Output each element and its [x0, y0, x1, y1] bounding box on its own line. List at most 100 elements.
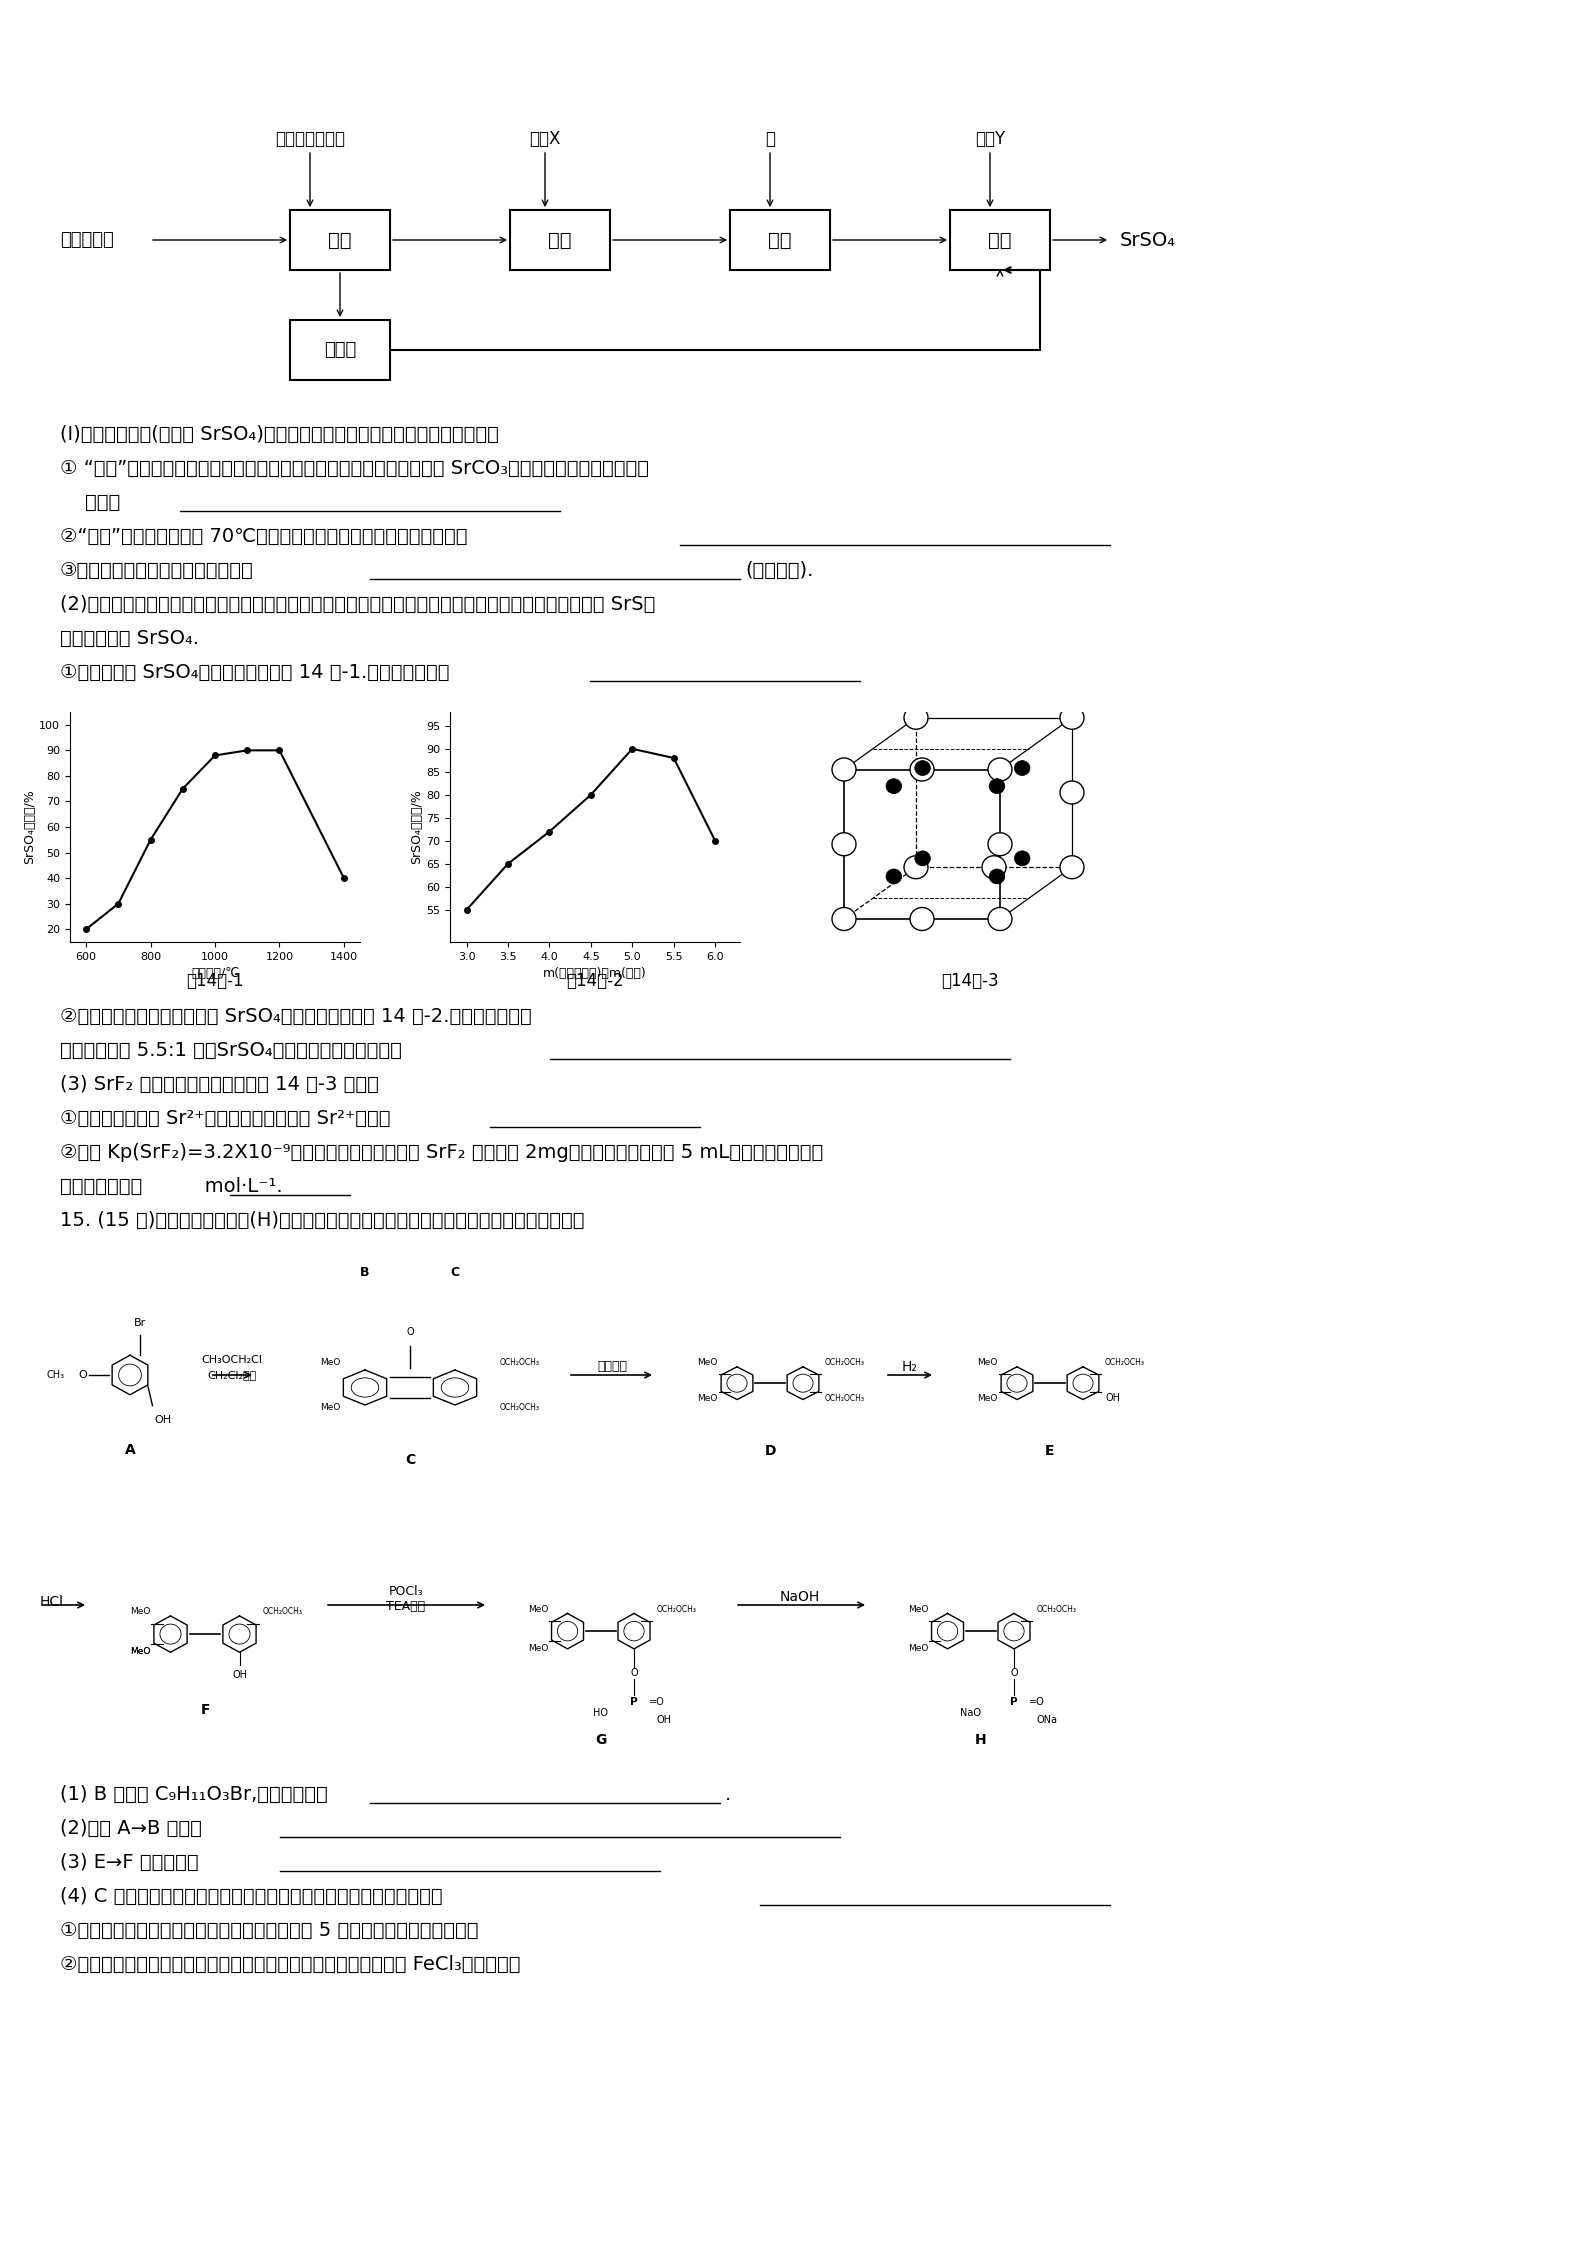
- Circle shape: [832, 759, 855, 781]
- Text: 15. (15 分)康普瑞汀磷酸二鐲(H)可减少肿瘤血流量并引起肿瘤坏死，其人工合成路线如下：: 15. (15 分)康普瑞汀磷酸二鐲(H)可减少肿瘤血流量并引起肿瘤坏死，其人工…: [60, 1210, 584, 1230]
- Circle shape: [989, 759, 1013, 781]
- Circle shape: [1014, 761, 1030, 775]
- Text: OCH₂OCH₃: OCH₂OCH₃: [500, 1403, 540, 1412]
- Text: Br: Br: [133, 1318, 146, 1329]
- Text: MeO: MeO: [908, 1605, 928, 1614]
- Text: (2)设计 A→B 目的是: (2)设计 A→B 目的是: [60, 1818, 202, 1839]
- Text: 题14图-1: 题14图-1: [186, 972, 244, 990]
- Text: H₂: H₂: [901, 1360, 917, 1374]
- Text: 程式：: 程式：: [60, 494, 121, 512]
- Bar: [509, 211, 609, 269]
- Text: 浸取: 浸取: [768, 231, 792, 249]
- Text: MeO: MeO: [978, 1394, 998, 1403]
- Text: OCH₂OCH₃: OCH₂OCH₃: [1105, 1358, 1144, 1367]
- Text: OCH₂OCH₃: OCH₂OCH₃: [825, 1358, 865, 1367]
- Text: 题14图-3: 题14图-3: [941, 972, 998, 990]
- Text: OH: OH: [232, 1670, 248, 1682]
- Text: MeO: MeO: [321, 1403, 340, 1412]
- Text: ①分子中苯环上只有两个取代基，且分子中含有 5 种不同化学环境的氢原子。: ①分子中苯环上只有两个取代基，且分子中含有 5 种不同化学环境的氢原子。: [60, 1922, 479, 1940]
- Text: 粉质量比大于 5.5:1 后，SrSO₄转化率下降的可能原因是: 粉质量比大于 5.5:1 后，SrSO₄转化率下降的可能原因是: [60, 1042, 402, 1060]
- Text: ②已知 Kp(SrF₂)=3.2X10⁻⁹，若一次刷牙所用牙膏含 SrF₂ 的质量为 2mg，口腔中溶液体积为 5 mL，刷牙时口腔溶液: ②已知 Kp(SrF₂)=3.2X10⁻⁹，若一次刷牙所用牙膏含 SrF₂ 的质…: [60, 1143, 824, 1163]
- Circle shape: [989, 779, 1005, 795]
- Text: 中氟离子浓度为          mol·L⁻¹.: 中氟离子浓度为 mol·L⁻¹.: [60, 1176, 282, 1197]
- Text: 气体X: 气体X: [530, 130, 560, 148]
- Text: 气体Y: 气体Y: [974, 130, 1005, 148]
- Y-axis label: SrSO₄转化率/%: SrSO₄转化率/%: [24, 790, 37, 864]
- Text: (1) B 分子式 C₉H₁₁O₃Br,其结构简式为: (1) B 分子式 C₉H₁₁O₃Br,其结构简式为: [60, 1785, 329, 1805]
- Text: NaOH: NaOH: [779, 1589, 820, 1603]
- Text: B: B: [360, 1266, 370, 1277]
- Text: ②“转化”中维持反应温度 70℃且控制氨水过量，氨水过量的主要原因是: ②“转化”中维持反应温度 70℃且控制氨水过量，氨水过量的主要原因是: [60, 528, 468, 546]
- Text: OCH₂OCH₃: OCH₂OCH₃: [825, 1394, 865, 1403]
- Y-axis label: SrSO₄转化率/%: SrSO₄转化率/%: [411, 790, 424, 864]
- Text: MeO: MeO: [528, 1643, 548, 1652]
- Text: ①由图可知，每个 Sr²⁺周围紧邻且等距离的 Sr²⁺个数为: ①由图可知，每个 Sr²⁺周围紧邻且等距离的 Sr²⁺个数为: [60, 1109, 390, 1127]
- X-axis label: 辗烧温度/℃: 辗烧温度/℃: [190, 968, 240, 981]
- Text: (Ⅰ)以天青石精矿(主要含 SrSO₄)为原料制备高纯硫酸锥的部分工艺流程如下：: (Ⅰ)以天青石精矿(主要含 SrSO₄)为原料制备高纯硫酸锥的部分工艺流程如下：: [60, 424, 498, 445]
- Text: 沉淠: 沉淠: [989, 231, 1013, 249]
- Text: .: .: [725, 1785, 732, 1805]
- Text: 一定条件: 一定条件: [597, 1360, 627, 1374]
- Text: NaO: NaO: [960, 1708, 981, 1717]
- Text: =O: =O: [649, 1697, 665, 1708]
- Text: P: P: [630, 1697, 638, 1706]
- Circle shape: [909, 907, 935, 929]
- Text: ① “转化”中用碳酸氢鐲和过量氨水的混合溶液浸取天青石精矿，可制得 SrCO₃沉淠。写出该过程的离子方: ① “转化”中用碳酸氢鐲和过量氨水的混合溶液浸取天青石精矿，可制得 SrCO₃沉…: [60, 458, 649, 478]
- Text: 硫酸铵: 硫酸铵: [324, 341, 355, 359]
- Circle shape: [989, 833, 1013, 855]
- Text: ②天青石精矿和煤粉质量比对 SrSO₄转化率的影响如题 14 图-2.天青石精矿和煤: ②天青石精矿和煤粉质量比对 SrSO₄转化率的影响如题 14 图-2.天青石精矿…: [60, 1008, 532, 1026]
- Text: OCH₂OCH₃: OCH₂OCH₃: [262, 1607, 303, 1616]
- Text: O: O: [1011, 1668, 1017, 1679]
- Text: G: G: [595, 1733, 606, 1747]
- Text: MeO: MeO: [130, 1607, 151, 1616]
- Text: CH₂Cl₂溶剂: CH₂Cl₂溶剂: [208, 1369, 257, 1381]
- Text: MeO: MeO: [697, 1394, 717, 1403]
- Text: CH₃: CH₃: [46, 1369, 65, 1381]
- Circle shape: [1014, 851, 1030, 867]
- Text: MeO: MeO: [130, 1648, 151, 1657]
- Circle shape: [1060, 707, 1084, 730]
- X-axis label: m(天青石精矿)：m(煤粉): m(天青石精矿)：m(煤粉): [543, 968, 647, 981]
- Text: =O: =O: [1028, 1697, 1044, 1708]
- Text: ONa: ONa: [1036, 1715, 1057, 1724]
- Text: C: C: [451, 1266, 460, 1277]
- Circle shape: [989, 869, 1005, 885]
- Circle shape: [914, 761, 930, 775]
- Text: 再处理得高纯 SrSO₄.: 再处理得高纯 SrSO₄.: [60, 629, 198, 649]
- Circle shape: [914, 851, 930, 867]
- Text: ②能发生水解反应，水解产物均能发生銀镜反应，其中一种产物遇 FeCl₃溶液显色。: ②能发生水解反应，水解产物均能发生銀镜反应，其中一种产物遇 FeCl₃溶液显色。: [60, 1955, 521, 1973]
- Text: H: H: [974, 1733, 987, 1747]
- Text: MeO: MeO: [130, 1648, 151, 1657]
- Bar: [290, 211, 390, 269]
- Text: OCH₂OCH₃: OCH₂OCH₃: [500, 1358, 540, 1367]
- Text: POCl₃: POCl₃: [389, 1585, 424, 1598]
- Text: MeO: MeO: [978, 1358, 998, 1367]
- Text: MeO: MeO: [908, 1643, 928, 1652]
- Text: OCH₂OCH₃: OCH₂OCH₃: [1036, 1605, 1076, 1614]
- Circle shape: [832, 833, 855, 855]
- Text: D: D: [765, 1444, 776, 1459]
- Text: O: O: [406, 1327, 414, 1338]
- Text: E: E: [1046, 1444, 1055, 1459]
- Bar: [730, 211, 830, 269]
- Bar: [951, 211, 1051, 269]
- Text: (4) C 的一种分子同时满足下列条件，写出该同分异构体的结构简式：: (4) C 的一种分子同时满足下列条件，写出该同分异构体的结构简式：: [60, 1888, 443, 1906]
- Text: (2)工业上还可用碳还原法制备高纯硫酸锥。将天青石精矿和煤粉按照一定质量比在回转窑中辗烧，生成 SrS，: (2)工业上还可用碳还原法制备高纯硫酸锥。将天青石精矿和煤粉按照一定质量比在回转…: [60, 595, 655, 613]
- Text: 题14图-2: 题14图-2: [567, 972, 624, 990]
- Text: SrSO₄: SrSO₄: [1120, 231, 1176, 249]
- Text: OH: OH: [655, 1715, 671, 1724]
- Circle shape: [886, 779, 901, 795]
- Text: 天青石精矿: 天青石精矿: [60, 231, 114, 249]
- Text: CH₃OCH₂Cl: CH₃OCH₂Cl: [202, 1356, 262, 1365]
- Text: OH: OH: [1105, 1394, 1120, 1403]
- Text: F: F: [200, 1704, 209, 1717]
- Text: (3) SrF₂ 一种晶体的晶胞结构如题 14 图-3 所示。: (3) SrF₂ 一种晶体的晶胞结构如题 14 图-3 所示。: [60, 1075, 379, 1093]
- Text: O: O: [630, 1668, 638, 1679]
- Text: ①辗烧温度对 SrSO₄转化率的影响如题 14 图-1.最佳辗烧温度为: ①辗烧温度对 SrSO₄转化率的影响如题 14 图-1.最佳辗烧温度为: [60, 662, 449, 682]
- Text: 辗烧: 辗烧: [548, 231, 571, 249]
- Circle shape: [909, 759, 935, 781]
- Text: TEA溶剂: TEA溶剂: [387, 1601, 425, 1612]
- Text: A: A: [125, 1444, 135, 1457]
- Text: OH: OH: [154, 1414, 171, 1426]
- Circle shape: [905, 707, 928, 730]
